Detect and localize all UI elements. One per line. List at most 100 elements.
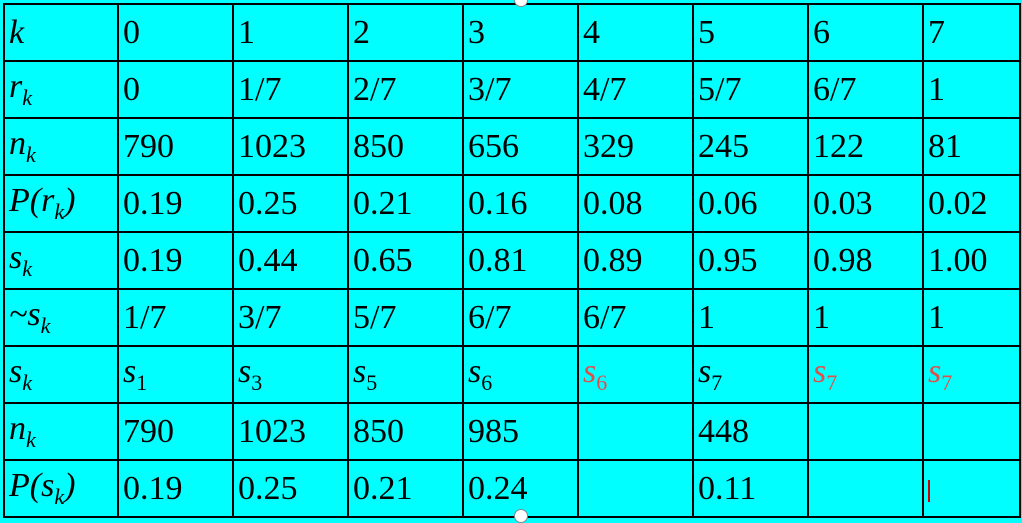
table-row-sk-map: sk s1 s3 s5 s6 s6 s7 s7 s7 (3, 345, 1021, 404)
table-row-nk-out: nk 790 1023 850 985 448 (3, 402, 1021, 461)
cell-sk-4: 0.89 (577, 231, 694, 290)
cell-value: 1 (813, 298, 830, 336)
cell-prk-2: 0.21 (347, 174, 464, 233)
cell-value: 0.24 (468, 469, 528, 507)
cell-value: 4 (583, 13, 600, 51)
cell-k-0: 0 (117, 3, 234, 62)
cell-value: 1/7 (238, 70, 282, 108)
cell-tsk-7: 1 (922, 288, 1021, 347)
cell-value: 0.21 (353, 469, 413, 507)
row-header-subscript: k (40, 313, 51, 338)
cell-value: 0.06 (698, 184, 758, 222)
cell-nk-out-3: 985 (462, 402, 579, 461)
cell-value: 3/7 (468, 70, 512, 108)
cell-subscript: 7 (711, 370, 723, 395)
row-header-symbol: r (9, 68, 23, 105)
cell-k-5: 5 (692, 3, 809, 62)
cell-value: 790 (123, 412, 174, 450)
cell-nk-out-2: 850 (347, 402, 464, 461)
cell-value: 0.89 (583, 241, 643, 279)
cell-tsk-6: 1 (807, 288, 924, 347)
row-header-symbol: s (9, 239, 23, 276)
row-header-sk-map: sk (3, 345, 119, 404)
cell-psk-4 (577, 459, 694, 518)
cell-subscript: 5 (366, 370, 378, 395)
cell-nk-1: 1023 (232, 117, 349, 176)
table-row-psk: P(sk) 0.19 0.25 0.21 0.24 0.11 (3, 459, 1021, 518)
row-header-symbol: P(s (9, 467, 55, 504)
cell-psk-2: 0.21 (347, 459, 464, 518)
cell-value: s (698, 353, 712, 390)
cell-prk-1: 0.25 (232, 174, 349, 233)
row-header-sk: sk (3, 231, 119, 290)
row-header-subscript: k (26, 427, 36, 452)
cell-value: 850 (353, 412, 404, 450)
cell-value: 656 (468, 127, 519, 165)
cell-tsk-3: 6/7 (462, 288, 579, 347)
row-header-symbol: n (9, 410, 26, 447)
cell-value: 0.08 (583, 184, 643, 222)
cell-rk-2: 2/7 (347, 60, 464, 119)
cell-value: 850 (353, 127, 404, 165)
cell-nk-3: 656 (462, 117, 579, 176)
cell-k-6: 6 (807, 3, 924, 62)
cell-value: 1 (698, 298, 715, 336)
cell-value: s (468, 353, 482, 390)
row-header-rk: rk (3, 60, 119, 119)
cell-prk-5: 0.06 (692, 174, 809, 233)
cell-value: 0.19 (123, 184, 183, 222)
cell-value: 0.95 (698, 241, 758, 279)
cell-subscript: 7 (826, 370, 838, 395)
cell-psk-7 (922, 459, 1021, 518)
row-header-suffix: ) (64, 182, 76, 219)
cell-tsk-4: 6/7 (577, 288, 694, 347)
cell-sk-5: 0.95 (692, 231, 809, 290)
cell-subscript: 3 (251, 370, 263, 395)
cell-value: 448 (698, 412, 749, 450)
cell-psk-6 (807, 459, 924, 518)
cell-psk-0: 0.19 (117, 459, 234, 518)
cell-rk-6: 6/7 (807, 60, 924, 119)
cell-value: 81 (928, 127, 962, 165)
cell-value: 0.25 (238, 184, 298, 222)
cell-value: 0.16 (468, 184, 528, 222)
cell-nk-out-7 (922, 402, 1021, 461)
table-row-sk: sk 0.19 0.44 0.65 0.81 0.89 0.95 0.98 1.00 (3, 231, 1021, 290)
bottom-resize-handle[interactable] (514, 509, 528, 523)
cell-sk-map-4: s6 (577, 345, 694, 404)
cell-value: 0 (123, 70, 140, 108)
row-header-subscript: k (26, 142, 36, 167)
cell-value: 4/7 (583, 70, 627, 108)
cell-value: 0.03 (813, 184, 873, 222)
cell-value: 790 (123, 127, 174, 165)
cell-value: 1023 (238, 127, 306, 165)
cell-prk-0: 0.19 (117, 174, 234, 233)
cell-tsk-2: 5/7 (347, 288, 464, 347)
cell-value: 0.21 (353, 184, 413, 222)
cell-value: 1 (928, 70, 945, 108)
cell-value: 0.19 (123, 469, 183, 507)
cell-value: 245 (698, 127, 749, 165)
cell-prk-6: 0.03 (807, 174, 924, 233)
row-header-tsk: ~sk (3, 288, 119, 347)
cell-k-1: 1 (232, 3, 349, 62)
row-header-subscript: k (54, 199, 65, 224)
cell-value: 6 (813, 13, 830, 51)
cell-value: 1023 (238, 412, 306, 450)
cell-value: 0.19 (123, 241, 183, 279)
cell-tsk-5: 1 (692, 288, 809, 347)
row-header-nk: nk (3, 117, 119, 176)
cell-nk-2: 850 (347, 117, 464, 176)
cell-nk-out-4 (577, 402, 694, 461)
cell-value: 122 (813, 127, 864, 165)
row-header-prk: P(rk) (3, 174, 119, 233)
cell-sk-map-5: s7 (692, 345, 809, 404)
cell-subscript: 6 (481, 370, 493, 395)
row-header-symbol: P(r (9, 182, 55, 219)
cell-value: 0.02 (928, 184, 988, 222)
cell-k-3: 3 (462, 3, 579, 62)
cell-value: s (238, 353, 252, 390)
cell-value: s (123, 353, 137, 390)
cell-nk-6: 122 (807, 117, 924, 176)
cell-value: 6/7 (468, 298, 512, 336)
